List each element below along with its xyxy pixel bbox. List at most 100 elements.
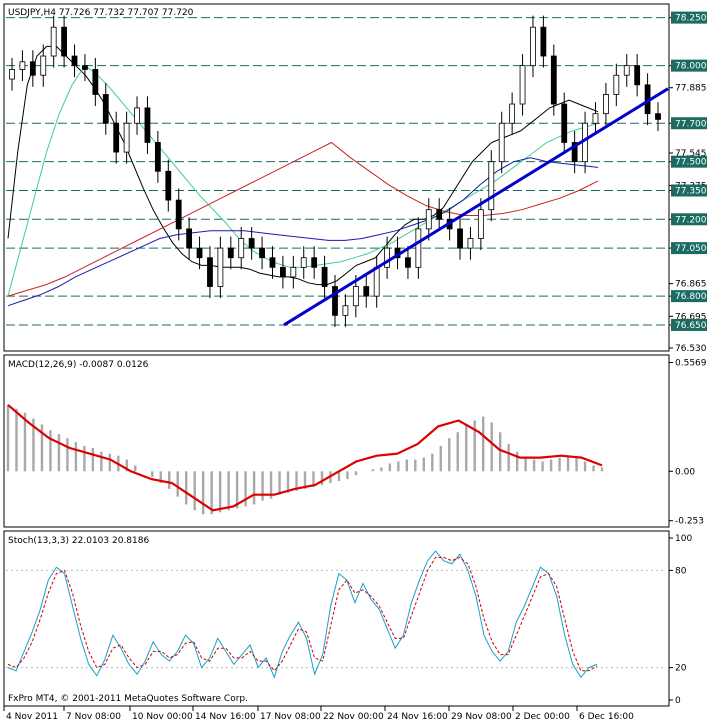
- price-label: 78.000: [675, 62, 707, 72]
- candle-body: [71, 55, 78, 67]
- candle-body: [321, 266, 328, 287]
- candle-body: [123, 122, 130, 153]
- candle-body: [425, 209, 432, 230]
- candle-body: [217, 247, 224, 287]
- price-label: 76.650: [675, 321, 707, 331]
- stoch-pane[interactable]: 100 80 20 0 Stoch(13,3,3) 22.0103 20.8186 F…: [3, 530, 692, 707]
- time-label: 17 Nov 08:00: [260, 712, 321, 722]
- time-label: 7 Nov 08:00: [66, 712, 121, 722]
- level-tag: [671, 117, 707, 130]
- time-label: 29 Nov 08:00: [451, 712, 512, 722]
- candle-body: [227, 247, 234, 259]
- macd-label: -0.253: [675, 517, 704, 527]
- time-label: 24 Nov 16:00: [387, 712, 448, 722]
- candle-body: [134, 107, 140, 124]
- candle-body: [82, 65, 88, 70]
- candle-body: [165, 170, 172, 201]
- candle-body: [436, 209, 443, 220]
- candle-body: [29, 61, 36, 76]
- candle-body: [113, 122, 120, 153]
- candle-body: [477, 209, 484, 239]
- level-tag: [671, 11, 707, 24]
- macd-signal: [7, 404, 603, 512]
- level-tag: [671, 242, 707, 255]
- candle-body: [40, 55, 47, 76]
- time-axis: 4 Nov 2011 7 Nov 08:00 10 Nov 00:00 14 Nov …: [3, 706, 634, 722]
- candle-body: [154, 142, 161, 172]
- candle-body: [634, 65, 641, 86]
- ma-blue: [7, 157, 599, 307]
- level-tag: [671, 290, 707, 303]
- stoch-label: 100: [675, 534, 692, 544]
- level-tag: [671, 318, 707, 331]
- stoch-title: Stoch(13,3,3) 22.0103 20.8186: [8, 536, 149, 546]
- level-tag: [671, 59, 707, 72]
- stoch-pane-border: [3, 530, 670, 707]
- candle-body: [457, 228, 463, 249]
- candle-body: [248, 238, 255, 249]
- time-label: 22 Nov 00:00: [323, 712, 384, 722]
- macd-signal-line: [7, 404, 603, 512]
- ma-red: [7, 141, 599, 297]
- macd-axis: 0.5569 0.00 -0.253: [669, 359, 707, 527]
- macd-pane[interactable]: 0.5569 0.00 -0.253 MACD(12,26,9) -0.0087 0…: [3, 354, 707, 528]
- stoch-label: 80: [675, 566, 687, 576]
- candle-body: [238, 238, 245, 259]
- candle-body: [19, 61, 26, 70]
- candle-body: [623, 65, 630, 76]
- candle-body: [269, 257, 276, 268]
- candle-body: [498, 122, 505, 163]
- price-label: 77.545: [675, 149, 707, 159]
- time-label: 4 Nov 2011: [6, 712, 58, 722]
- candle-body: [300, 257, 307, 268]
- candle-body: [9, 69, 15, 80]
- candle-body: [259, 247, 265, 259]
- candle-body: [332, 286, 338, 316]
- macd-pane-border: [3, 354, 670, 528]
- price-label: 77.885: [675, 84, 707, 94]
- copyright: FxPro MT4, © 2001-2011 MetaQuotes Softwa…: [8, 694, 248, 704]
- level-tag: [671, 184, 707, 197]
- candle-body: [342, 305, 349, 316]
- price-label: 77.350: [675, 186, 707, 196]
- price-label: 78.250: [675, 14, 707, 24]
- candle-body: [352, 286, 359, 307]
- candle-body: [92, 69, 99, 95]
- candle-body: [102, 94, 109, 124]
- candle-body: [405, 257, 411, 268]
- candle-body: [196, 247, 203, 259]
- candle-body: [655, 113, 661, 120]
- price-label: 76.800: [675, 292, 707, 302]
- candle-body: [509, 103, 516, 124]
- candle-body: [373, 266, 380, 297]
- candle-body: [592, 113, 599, 124]
- candle-body: [613, 74, 620, 95]
- candle-body: [207, 257, 213, 287]
- price-levels: [6, 17, 666, 326]
- price-label: 77.700: [675, 119, 707, 129]
- time-label: 2 Dec 00:00: [515, 712, 570, 722]
- price-label: 77.050: [675, 244, 707, 254]
- candle-body: [290, 266, 297, 278]
- level-tag: [671, 155, 707, 168]
- stoch-label: 0: [675, 696, 681, 706]
- stoch-axis: 100 80 20 0: [669, 534, 692, 706]
- macd-title: MACD(12,26,9) -0.0087 0.0126: [8, 360, 149, 370]
- candlesticks: [9, 15, 661, 327]
- candle-body: [61, 26, 67, 57]
- price-label: 76.695: [675, 312, 707, 322]
- candle-body: [186, 228, 193, 249]
- candle-body: [467, 238, 474, 249]
- price-label: 76.530: [675, 344, 707, 354]
- candle-body: [550, 55, 557, 105]
- candle-body: [561, 103, 568, 143]
- price-label: 77.500: [675, 158, 707, 168]
- trendline[interactable]: [283, 87, 669, 327]
- macd-label: 0.00: [675, 467, 695, 477]
- price-label: 76.865: [675, 280, 707, 290]
- candle-body: [540, 26, 547, 57]
- candle-body: [530, 26, 536, 67]
